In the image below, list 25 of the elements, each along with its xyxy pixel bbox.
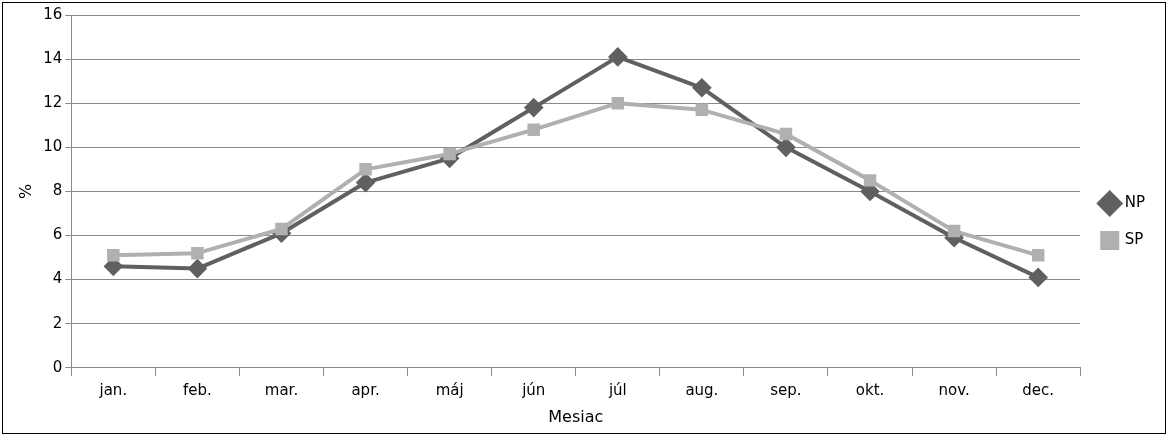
x-tick-label: apr. [351, 380, 380, 399]
x-tick-label: sep. [770, 380, 802, 399]
y-axis-title: % [15, 183, 35, 199]
x-tick-label: okt. [855, 380, 885, 399]
x-axis-title: Mesiac [548, 406, 604, 426]
x-tick-label: jan. [98, 380, 128, 399]
x-tick-label: júl [607, 380, 627, 399]
y-tick-label: 4 [52, 269, 63, 288]
x-tick-label: feb. [183, 380, 212, 399]
y-tick-label: 14 [43, 48, 63, 67]
x-tick-label: mar. [264, 380, 299, 399]
y-tick-label: 2 [52, 313, 63, 332]
y-tick-label: 6 [52, 225, 63, 244]
x-tick-label: aug. [685, 380, 719, 399]
y-tick-label: 12 [43, 93, 63, 112]
y-tick-label: 10 [43, 137, 63, 156]
y-tick-label: 8 [52, 181, 63, 200]
x-tick-label: máj [435, 380, 464, 399]
x-tick-label: dec. [1022, 380, 1055, 399]
y-tick-label: 0 [52, 357, 63, 376]
legend-label: NP [1124, 193, 1146, 212]
x-tick-label: nov. [938, 380, 970, 399]
legend-label: SP [1124, 230, 1144, 249]
y-tick-label: 16 [43, 4, 63, 23]
x-tick-label: jún [521, 380, 546, 399]
